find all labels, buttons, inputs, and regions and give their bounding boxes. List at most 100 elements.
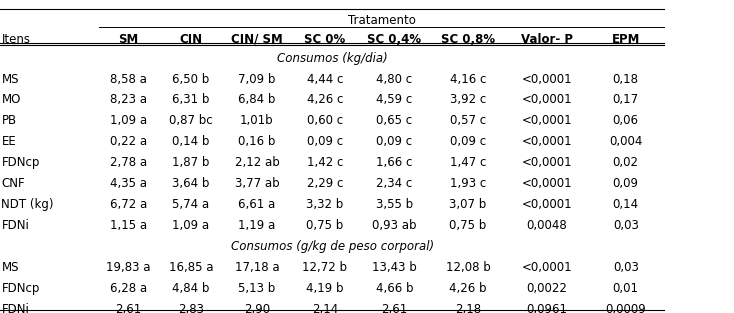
Text: 1,47 c: 1,47 c [450, 156, 486, 169]
Text: 0,09 c: 0,09 c [450, 136, 486, 148]
Text: EE: EE [1, 136, 16, 148]
Text: 6,50 b: 6,50 b [172, 73, 209, 85]
Text: 0,0022: 0,0022 [526, 282, 567, 295]
Text: 0,75 b: 0,75 b [449, 219, 487, 232]
Text: 4,84 b: 4,84 b [172, 282, 209, 295]
Text: FDNcp: FDNcp [1, 282, 40, 295]
Text: Consumos (kg/dia): Consumos (kg/dia) [277, 52, 388, 64]
Text: Valor- P: Valor- P [521, 33, 573, 46]
Text: 0,09 c: 0,09 c [377, 136, 413, 148]
Text: 2,83: 2,83 [178, 303, 204, 313]
Text: <0,0001: <0,0001 [522, 73, 572, 85]
Text: SC 0,8%: SC 0,8% [441, 33, 495, 46]
Text: 1,93 c: 1,93 c [450, 177, 486, 190]
Text: 2,12 ab: 2,12 ab [235, 156, 279, 169]
Text: 0,09 c: 0,09 c [307, 136, 343, 148]
Text: CIN: CIN [179, 33, 203, 46]
Text: 13,43 b: 13,43 b [372, 261, 417, 274]
Text: 4,26 b: 4,26 b [449, 282, 487, 295]
Text: 0,14 b: 0,14 b [172, 136, 209, 148]
Text: 0,004: 0,004 [609, 136, 642, 148]
Text: 2,90: 2,90 [244, 303, 270, 313]
Text: 0,93 ab: 0,93 ab [372, 219, 417, 232]
Text: 6,31 b: 6,31 b [172, 94, 209, 106]
Text: CNF: CNF [1, 177, 25, 190]
Text: 0,75 b: 0,75 b [306, 219, 344, 232]
Text: 0,18: 0,18 [613, 73, 639, 85]
Text: 12,72 b: 12,72 b [302, 261, 347, 274]
Text: 0,09: 0,09 [613, 177, 639, 190]
Text: 0,17: 0,17 [613, 94, 639, 106]
Text: 1,42 c: 1,42 c [307, 156, 343, 169]
Text: 8,23 a: 8,23 a [110, 94, 147, 106]
Text: 0,65 c: 0,65 c [377, 115, 413, 127]
Text: 1,19 a: 1,19 a [239, 219, 275, 232]
Text: <0,0001: <0,0001 [522, 198, 572, 211]
Text: FDNcp: FDNcp [1, 156, 40, 169]
Text: 2,61: 2,61 [382, 303, 407, 313]
Text: MS: MS [1, 261, 19, 274]
Text: 4,35 a: 4,35 a [110, 177, 147, 190]
Text: 1,09 a: 1,09 a [172, 219, 209, 232]
Text: 2,14: 2,14 [312, 303, 338, 313]
Text: 0,0961: 0,0961 [526, 303, 567, 313]
Text: 4,80 c: 4,80 c [377, 73, 413, 85]
Text: 0,06: 0,06 [613, 115, 639, 127]
Text: 6,61 a: 6,61 a [239, 198, 275, 211]
Text: SC 0,4%: SC 0,4% [368, 33, 421, 46]
Text: 0,57 c: 0,57 c [450, 115, 486, 127]
Text: SM: SM [118, 33, 139, 46]
Text: 1,15 a: 1,15 a [110, 219, 147, 232]
Text: 6,84 b: 6,84 b [239, 94, 275, 106]
Text: 2,61: 2,61 [115, 303, 142, 313]
Text: 3,92 c: 3,92 c [450, 94, 486, 106]
Text: <0,0001: <0,0001 [522, 115, 572, 127]
Text: 0,01: 0,01 [613, 282, 639, 295]
Text: 0,03: 0,03 [613, 261, 639, 274]
Text: Consumos (g/kg de peso corporal): Consumos (g/kg de peso corporal) [230, 240, 434, 253]
Text: Tratamento: Tratamento [348, 14, 415, 27]
Text: 2,18: 2,18 [455, 303, 481, 313]
Text: PB: PB [1, 115, 17, 127]
Text: 2,34 c: 2,34 c [377, 177, 413, 190]
Text: 6,28 a: 6,28 a [110, 282, 147, 295]
Text: 19,83 a: 19,83 a [106, 261, 150, 274]
Text: 0,16 b: 0,16 b [239, 136, 275, 148]
Text: 17,18 a: 17,18 a [235, 261, 279, 274]
Text: 1,87 b: 1,87 b [172, 156, 209, 169]
Text: 0,60 c: 0,60 c [307, 115, 343, 127]
Text: FDNi: FDNi [1, 303, 29, 313]
Text: 0,02: 0,02 [613, 156, 639, 169]
Text: 12,08 b: 12,08 b [446, 261, 490, 274]
Text: 0,87 bc: 0,87 bc [169, 115, 213, 127]
Text: 0,03: 0,03 [613, 219, 639, 232]
Text: 2,78 a: 2,78 a [110, 156, 147, 169]
Text: 2,29 c: 2,29 c [307, 177, 343, 190]
Text: 1,01b: 1,01b [240, 115, 274, 127]
Text: <0,0001: <0,0001 [522, 136, 572, 148]
Text: 1,66 c: 1,66 c [377, 156, 413, 169]
Text: 1,09 a: 1,09 a [110, 115, 147, 127]
Text: 8,58 a: 8,58 a [110, 73, 147, 85]
Text: 3,55 b: 3,55 b [376, 198, 413, 211]
Text: 5,13 b: 5,13 b [239, 282, 275, 295]
Text: 3,32 b: 3,32 b [306, 198, 344, 211]
Text: 5,74 a: 5,74 a [172, 198, 209, 211]
Text: 4,66 b: 4,66 b [376, 282, 413, 295]
Text: MS: MS [1, 73, 19, 85]
Text: 7,09 b: 7,09 b [239, 73, 275, 85]
Text: 16,85 a: 16,85 a [169, 261, 213, 274]
Text: <0,0001: <0,0001 [522, 94, 572, 106]
Text: 3,07 b: 3,07 b [449, 198, 487, 211]
Text: EPM: EPM [611, 33, 640, 46]
Text: Itens: Itens [1, 33, 31, 46]
Text: 0,0048: 0,0048 [526, 219, 567, 232]
Text: <0,0001: <0,0001 [522, 177, 572, 190]
Text: NDT (kg): NDT (kg) [1, 198, 54, 211]
Text: 4,26 c: 4,26 c [307, 94, 343, 106]
Text: 4,44 c: 4,44 c [307, 73, 343, 85]
Text: 4,16 c: 4,16 c [450, 73, 486, 85]
Text: 4,59 c: 4,59 c [377, 94, 413, 106]
Text: 6,72 a: 6,72 a [110, 198, 147, 211]
Text: 3,77 ab: 3,77 ab [235, 177, 279, 190]
